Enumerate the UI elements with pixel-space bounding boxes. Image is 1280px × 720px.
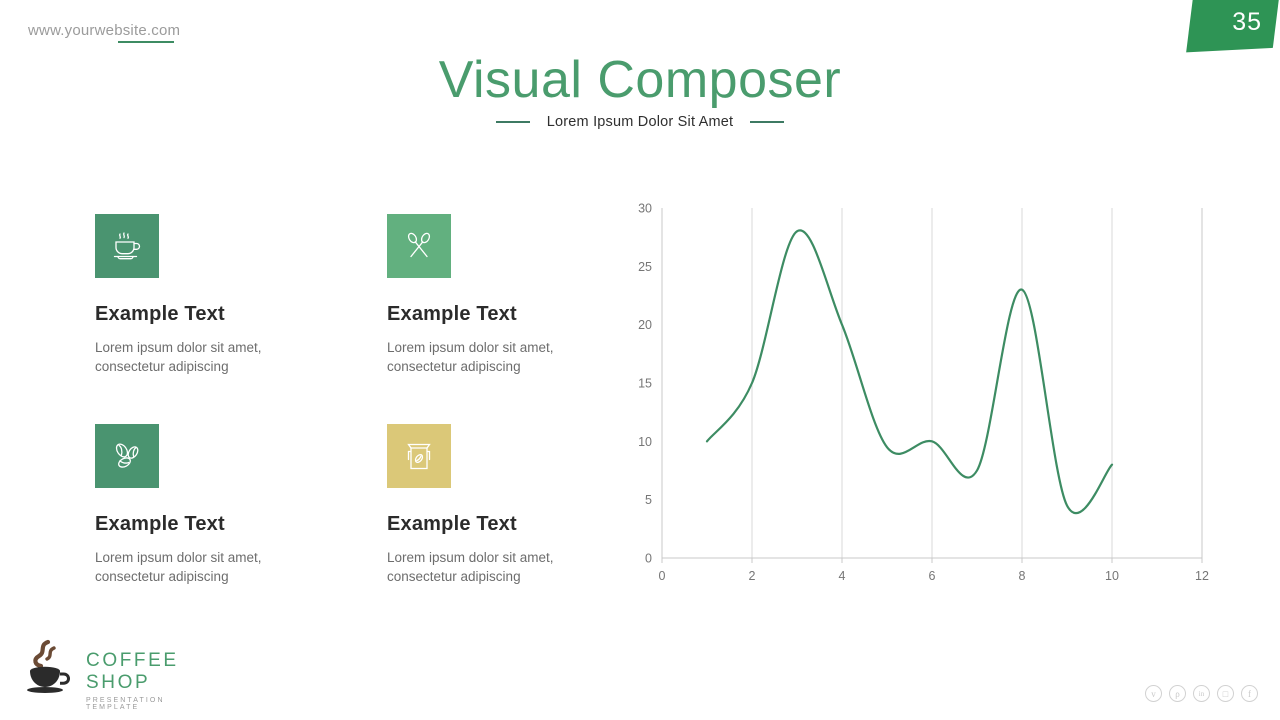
feature-item-1[interactable]: Example Text Lorem ipsum dolor sit amet,… (95, 214, 387, 424)
feature-item-4[interactable]: Example Text Lorem ipsum dolor sit amet,… (387, 424, 565, 634)
feature-item-3[interactable]: Example Text Lorem ipsum dolor sit amet,… (95, 424, 387, 634)
subtitle-dash-right (750, 121, 785, 123)
feature-grid: Example Text Lorem ipsum dolor sit amet,… (95, 214, 565, 634)
logo-title: COFFEE SHOP (86, 650, 179, 693)
feature-tile-3 (95, 424, 159, 488)
feature-title-1: Example Text (95, 303, 225, 325)
feature-tile-2 (387, 214, 451, 278)
feature-desc-2: Lorem ipsum dolor sit amet, consectetur … (387, 340, 554, 375)
x-tick-label: 12 (1195, 569, 1209, 583)
instagram-icon[interactable]: □ (1217, 685, 1234, 702)
website-underline (118, 41, 174, 43)
x-tick-label: 2 (749, 569, 756, 583)
chart-canvas: 0 5 10 15 20 25 30 0 2 4 6 8 10 12 (638, 202, 1209, 584)
page-subtitle: Lorem Ipsum Dolor Sit Amet (546, 114, 734, 130)
y-tick-label: 10 (638, 435, 652, 449)
feature-tile-4 (387, 424, 451, 488)
y-tick-label: 30 (638, 202, 652, 216)
y-tick-label: 20 (638, 318, 652, 332)
coffee-cup-icon (113, 232, 141, 260)
chart-series-line (705, 229, 1114, 515)
twitter-icon[interactable]: ᴠ (1145, 685, 1162, 702)
coffee-beans-icon (115, 443, 139, 468)
facebook-icon[interactable]: f (1241, 685, 1258, 702)
line-chart: 0 5 10 15 20 25 30 0 2 4 6 8 10 12 (620, 196, 1220, 591)
subtitle-dash-left (495, 121, 530, 123)
social-links: ᴠ ρ in □ f (1145, 685, 1258, 702)
x-tick-label: 6 (929, 569, 936, 583)
x-tick-label: 0 (659, 569, 666, 583)
website-url: www.yourwebsite.com (28, 22, 181, 39)
feature-title-2: Example Text (387, 303, 517, 325)
page-title: Visual Composer (438, 51, 842, 109)
y-tick-label: 5 (645, 493, 652, 507)
logo-subtitle: PRESENTATION TEMPLATE (86, 697, 165, 711)
x-tick-label: 4 (839, 569, 846, 583)
brand-logo: COFFEE SHOP PRESENTATION TEMPLATE (18, 636, 218, 711)
page-number-label: 35 (1232, 8, 1262, 36)
subtitle-row: Lorem Ipsum Dolor Sit Amet (0, 114, 1280, 130)
coffee-cup-logo-icon (27, 639, 71, 693)
feature-title-4: Example Text (387, 513, 517, 535)
linkedin-icon[interactable]: in (1193, 685, 1210, 702)
y-tick-label: 0 (645, 552, 652, 566)
feature-title-3: Example Text (95, 513, 225, 535)
feature-item-2[interactable]: Example Text Lorem ipsum dolor sit amet,… (387, 214, 565, 424)
crossed-spoons-icon (407, 232, 431, 258)
feature-desc-3: Lorem ipsum dolor sit amet, consectetur … (95, 550, 262, 585)
y-tick-label: 25 (638, 260, 652, 274)
x-tick-label: 10 (1105, 569, 1119, 583)
y-tick-label: 15 (638, 377, 652, 391)
logo-text: COFFEE SHOP PRESENTATION TEMPLATE (86, 650, 218, 711)
pinterest-icon[interactable]: ρ (1169, 685, 1186, 702)
feature-tile-1 (95, 214, 159, 278)
x-tick-label: 8 (1019, 569, 1026, 583)
feature-desc-1: Lorem ipsum dolor sit amet, consectetur … (95, 340, 262, 375)
coffee-bag-icon (407, 443, 431, 470)
feature-desc-4: Lorem ipsum dolor sit amet, consectetur … (387, 550, 554, 585)
